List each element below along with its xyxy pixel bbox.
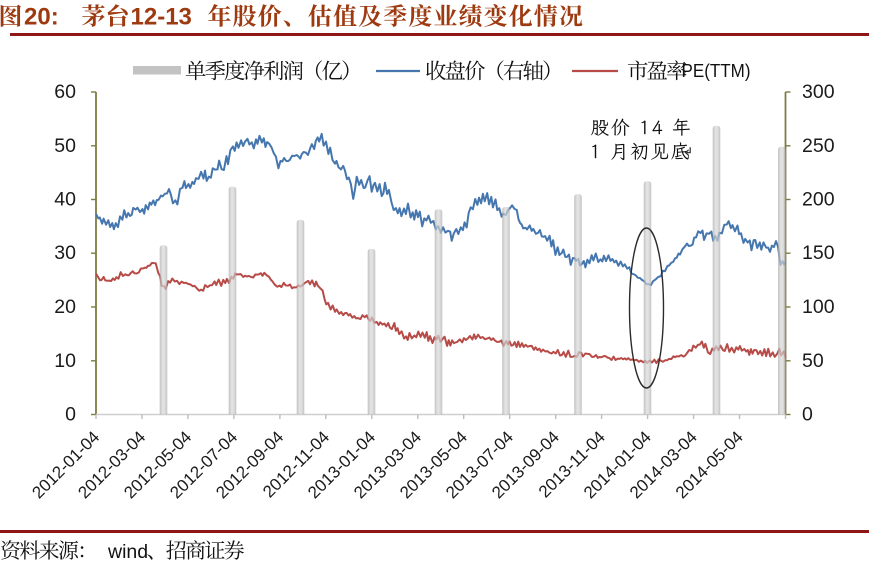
svg-text:20:: 20: xyxy=(24,4,59,31)
svg-text:150: 150 xyxy=(802,242,835,264)
svg-text:12-13: 12-13 xyxy=(131,4,192,31)
svg-text:PE(TTM): PE(TTM) xyxy=(682,60,751,81)
svg-text:250: 250 xyxy=(802,135,835,157)
svg-text:30: 30 xyxy=(54,242,76,264)
svg-text:40: 40 xyxy=(54,189,76,211)
svg-text:100: 100 xyxy=(802,296,835,318)
svg-text:10: 10 xyxy=(54,350,76,372)
svg-text:300: 300 xyxy=(802,81,835,103)
svg-text:50: 50 xyxy=(54,135,76,157)
svg-text:wind: wind xyxy=(107,541,148,563)
svg-text:50: 50 xyxy=(802,350,824,372)
svg-text:20: 20 xyxy=(54,296,76,318)
svg-text:200: 200 xyxy=(802,189,835,211)
svg-text:0: 0 xyxy=(802,404,813,426)
svg-text:60: 60 xyxy=(54,81,76,103)
svg-text:0: 0 xyxy=(65,404,76,426)
